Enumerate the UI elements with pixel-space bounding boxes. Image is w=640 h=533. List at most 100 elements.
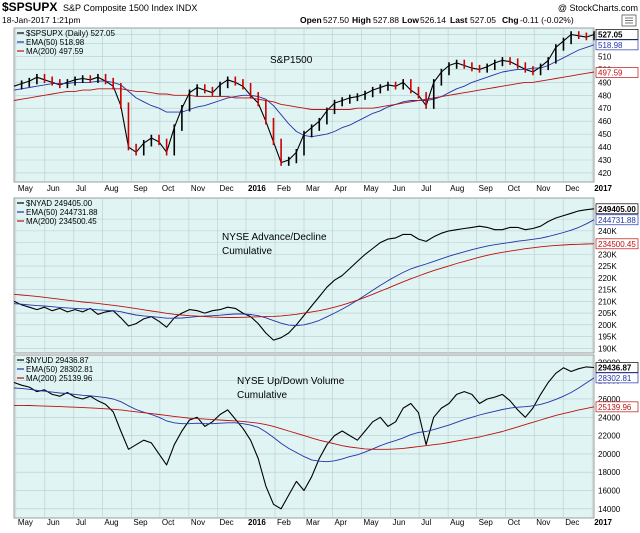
x-tick-label: Dec [219,184,233,193]
value-badge-label: 497.59 [598,69,623,78]
value-badge-label: 527.05 [598,30,623,39]
open-label: Open [300,15,322,25]
value-badge [595,362,639,373]
symbol: $SPSUPX [2,0,57,14]
x-tick-label: 2017 [594,518,612,527]
value-badge [595,372,639,384]
last-value: 527.05 [470,15,496,25]
legend-label: $NYAD 249405.00 [26,199,93,208]
value-badge-label: 244731.88 [598,216,636,225]
y-tick-label: 470 [598,104,612,113]
x-tick-label: May [364,518,379,527]
y-tick-label: 22000 [598,432,621,441]
legend-label: MA(200) 497.59 [26,47,84,56]
x-tick-label: 2016 [248,518,266,527]
legend-label: $SPSUPX (Daily) 527.05 [26,29,115,38]
panel-2: 190K195K200K205K210K215K220K225K230K235K… [13,197,639,354]
price-bars [20,31,595,166]
legend-label: EMA(50) 28302.81 [26,365,94,374]
series-line-ma200 [13,71,595,110]
x-tick-label: May [18,184,33,193]
x-tick-label: Jul [421,518,431,527]
high-label: High [352,15,371,25]
low-value: 526.14 [420,15,446,25]
y-tick-label: 26000 [598,395,621,404]
value-badge [595,39,639,51]
x-tick-label: Apr [335,518,348,527]
x-tick-label: Jun [47,184,60,193]
x-tick-label: Mar [306,518,320,527]
series-line-ema50 [13,377,595,463]
x-tick-label: Sep [133,518,148,527]
value-badge [595,203,639,215]
y-tick-label: 18000 [598,468,621,477]
x-tick-label: May [364,184,379,193]
legend-label: EMA(50) 518.98 [26,38,85,47]
chg-label: Chg [502,15,519,25]
y-tick-label: 210K [598,297,617,306]
x-tick-label: Jun [47,518,60,527]
x-tick-label: Oct [508,518,521,527]
y-tick-label: 190K [598,344,617,353]
x-tick-label: Aug [450,184,464,193]
y-tick-label: 230K [598,250,617,259]
quote-line: Open 527.50 High 527.88 Low 526.14 Last … [300,15,574,25]
open-value: 527.50 [323,15,349,25]
y-tick-label: 440 [598,143,612,152]
chart-date: 18-Jan-2017 1:21pm [2,15,80,25]
value-badge-label: 29436.87 [598,363,632,372]
panel1-title: S&P1500 [270,55,313,66]
y-tick-label: 450 [598,130,612,139]
x-tick-label: Jun [393,184,406,193]
x-axis: May Jun Jul Aug Sep Oct Nov Dec 2016 Feb Mar Apr May… [18,518,613,527]
y-tick-label: 430 [598,156,612,165]
value-badge-label: 518.98 [598,41,623,50]
y-tick-label: 460 [598,117,612,126]
chart-header: $SPSUPX S&P Composite 1500 Index INDX 18… [2,0,638,27]
legend-label: MA(200) 25139.96 [26,374,93,383]
x-tick-label: Sep [479,184,494,193]
x-tick-label: Aug [104,184,118,193]
x-tick-label: Nov [191,518,205,527]
x-tick-label: Oct [508,184,521,193]
x-tick-label: Dec [219,518,233,527]
panel-3: 1400016000180002000022000240002600028000… [13,354,639,527]
settings-icon[interactable] [621,14,637,27]
x-tick-label: Nov [536,518,550,527]
x-tick-label: Apr [335,184,348,193]
x-tick-label: Sep [133,184,148,193]
y-tick-label: 20000 [598,450,621,459]
x-tick-label: Jul [76,184,86,193]
y-tick-label: 480 [598,91,612,100]
index-description: S&P Composite 1500 Index INDX [63,3,197,13]
value-badge-label: 249405.00 [598,205,636,214]
x-tick-label: Nov [191,184,205,193]
y-tick-label: 14000 [598,505,621,514]
y-tick-label: 225K [598,262,617,271]
panel3-title: NYSE Up/Down Volume [237,376,345,387]
x-axis: May Jun Jul Aug Sep Oct Nov Dec 2016 Feb Mar Apr May… [18,184,613,193]
y-tick-label: 16000 [598,487,621,496]
series-line-ema50 [13,219,595,326]
x-tick-label: Feb [277,184,291,193]
value-badge-label: 234500.45 [598,240,636,249]
value-badge-label: 28302.81 [598,374,632,383]
panel2-title: NYSE Advance/Decline [222,232,327,243]
value-badge [595,29,639,40]
y-tick-label: 195K [598,333,617,342]
low-label: Low [402,15,419,25]
y-tick-label: 215K [598,286,617,295]
value-badge [595,67,639,78]
watermark: @ StockCharts.com [558,3,638,13]
legend-label: EMA(50) 244731.88 [26,208,98,217]
y-tick-label: 490 [598,78,612,87]
x-tick-label: Oct [162,518,175,527]
last-label: Last [450,15,468,25]
panel-1: 420430440450460470480490500510520527.055… [13,27,639,193]
x-tick-label: 2017 [594,184,612,193]
x-tick-label: Feb [277,518,291,527]
value-badge-label: 25139.96 [598,403,632,412]
